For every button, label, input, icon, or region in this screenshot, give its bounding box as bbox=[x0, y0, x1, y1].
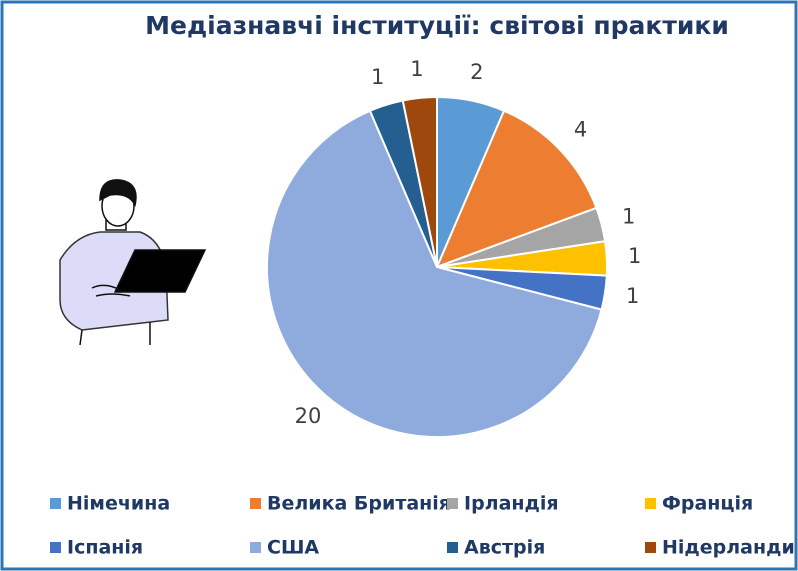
data-label: 1 bbox=[410, 57, 423, 81]
legend-label: Німечина bbox=[67, 493, 170, 515]
legend-label: Франція bbox=[662, 493, 753, 515]
data-label: 4 bbox=[574, 118, 587, 142]
data-label: 1 bbox=[371, 65, 384, 89]
page: Медіазнавчі інституції: світові практики… bbox=[0, 0, 798, 571]
data-label: 1 bbox=[622, 204, 635, 228]
legend-label: Австрія bbox=[464, 537, 545, 559]
legend-marker bbox=[645, 542, 656, 553]
data-label: 20 bbox=[295, 404, 322, 428]
data-label: 1 bbox=[626, 284, 639, 308]
data-label: 2 bbox=[470, 60, 483, 84]
legend-marker bbox=[250, 498, 261, 509]
chart-title: Медіазнавчі інституції: світові практики bbox=[145, 11, 729, 40]
data-label: 1 bbox=[628, 244, 641, 268]
legend-label: Ірландія bbox=[464, 493, 559, 515]
legend-marker bbox=[447, 542, 458, 553]
legend-label: США bbox=[267, 537, 319, 559]
chart: Медіазнавчі інституції: світові практики… bbox=[0, 0, 798, 571]
legend-marker bbox=[50, 542, 61, 553]
legend-marker bbox=[250, 542, 261, 553]
legend-label: Велика Британія bbox=[267, 493, 451, 515]
legend-label: Нідерланди bbox=[662, 537, 795, 559]
legend-marker bbox=[645, 498, 656, 509]
legend-label: Іспанія bbox=[67, 537, 143, 559]
legend-marker bbox=[447, 498, 458, 509]
legend-marker bbox=[50, 498, 61, 509]
